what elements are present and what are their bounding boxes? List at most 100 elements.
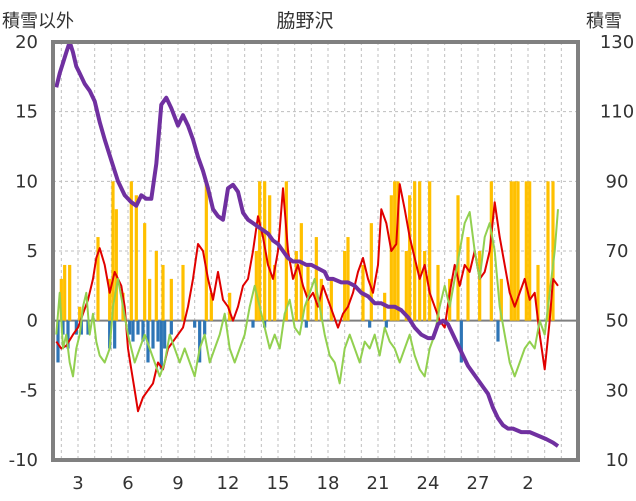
precip-bar xyxy=(299,223,303,321)
precip-bar xyxy=(536,264,540,321)
precip-bar xyxy=(528,181,532,321)
y-left-tick-label: 10 xyxy=(15,171,38,192)
precip-bar xyxy=(181,264,185,321)
precip-bar xyxy=(169,278,173,321)
plot-border xyxy=(51,40,580,462)
y-left-tick-label: 5 xyxy=(27,241,38,262)
x-tick-label: 12 xyxy=(217,473,240,494)
snow-change-bar xyxy=(384,320,388,328)
precip-bar xyxy=(161,264,165,321)
precip-bar xyxy=(436,264,440,321)
precip-bar xyxy=(404,251,408,321)
snow-change-bar xyxy=(198,320,202,363)
precip-bar xyxy=(546,181,550,321)
precip-bar xyxy=(114,209,118,321)
snow-change-bar xyxy=(156,320,160,342)
precip-bar xyxy=(346,237,350,321)
precip-bar xyxy=(111,181,115,321)
precip-bar xyxy=(499,278,503,321)
precip-bar xyxy=(524,181,528,321)
precip-bar xyxy=(148,278,152,321)
snow-change-bar xyxy=(193,320,197,328)
x-tick-label: 24 xyxy=(417,473,440,494)
snow-change-bar xyxy=(169,320,173,335)
precip-bar xyxy=(428,181,432,321)
precip-bar xyxy=(513,181,517,321)
precip-bar xyxy=(516,181,520,321)
precip-bar xyxy=(68,264,72,321)
precip-bar xyxy=(284,181,288,321)
snow-change-bar xyxy=(163,320,167,349)
snow-change-bar xyxy=(141,320,145,342)
snow-depth-line xyxy=(54,40,560,448)
precip-bar xyxy=(408,195,412,321)
chart-title: 脇野沢 xyxy=(276,10,333,32)
y-left-tick-label: 15 xyxy=(15,102,38,123)
precip-bar xyxy=(489,181,493,321)
precip-bar xyxy=(319,278,323,321)
snow-change-bar xyxy=(136,320,140,335)
plot-frame xyxy=(51,40,580,462)
precip-bar xyxy=(273,264,277,321)
snow-change-bar xyxy=(251,320,255,328)
y-right-axis-title: 積雪 xyxy=(586,11,622,32)
snow-change-bar xyxy=(159,320,163,370)
precip-bar xyxy=(343,251,347,321)
precip-bar xyxy=(154,251,158,321)
precip-bar xyxy=(396,181,400,321)
precip-bar xyxy=(228,292,232,321)
snow-change-bar xyxy=(131,320,135,342)
snow-change-bar xyxy=(151,320,155,349)
precip-bar xyxy=(393,181,397,321)
snow-change-bar xyxy=(66,320,70,349)
snow-change-bar xyxy=(86,320,90,335)
y-right-tick-labels: 10 30 50 70 90 110 130 xyxy=(600,32,634,471)
precip-bar xyxy=(129,181,133,321)
precip-bar xyxy=(204,181,208,321)
y-left-tick-label: 20 xyxy=(15,32,38,53)
y-left-axis-title: 積雪以外 xyxy=(2,11,74,32)
y-right-tick-label: 90 xyxy=(606,171,629,192)
y-right-tick-label: 50 xyxy=(606,311,629,332)
precip-bar xyxy=(306,264,310,321)
y-right-tick-label: 10 xyxy=(606,450,629,471)
precip-bar xyxy=(268,195,272,321)
precip-bar xyxy=(108,278,112,321)
y-right-tick-label: 30 xyxy=(606,380,629,401)
precip-bar xyxy=(329,278,333,321)
precip-bar xyxy=(78,306,82,321)
precip-bar xyxy=(96,237,100,321)
precip-bar xyxy=(143,223,147,321)
x-tick-label: 15 xyxy=(267,473,290,494)
snow-change-bar xyxy=(128,320,132,335)
precip-bar xyxy=(294,251,298,321)
precip-bar xyxy=(413,181,417,321)
precip-bar xyxy=(418,181,422,321)
snow-change-bar xyxy=(74,320,78,335)
snow-change-bar xyxy=(61,320,65,335)
snow-change-bar xyxy=(203,320,207,335)
precip-bar xyxy=(369,223,373,321)
precip-bar xyxy=(551,181,555,321)
y-left-tick-labels: -10 -5 0 5 10 15 20 xyxy=(9,32,38,471)
precip-bar xyxy=(254,251,258,321)
x-tick-label: 27 xyxy=(467,473,490,494)
y-right-tick-label: 130 xyxy=(600,32,634,53)
precip-bar xyxy=(423,251,427,321)
precip-bar xyxy=(63,264,67,321)
temp-min-line xyxy=(55,209,559,385)
precip-bar xyxy=(134,195,138,321)
snow-change-bar xyxy=(113,320,117,349)
precip-bar xyxy=(478,251,482,321)
snow-change-bar xyxy=(368,320,372,328)
x-tick-label: 6 xyxy=(122,473,133,494)
precip-bar xyxy=(209,292,213,321)
x-tick-label: 9 xyxy=(172,473,183,494)
snow-change-bar xyxy=(304,320,308,328)
precip-bar xyxy=(258,181,262,321)
precip-bar xyxy=(466,237,470,321)
snow-change-bar xyxy=(496,320,500,342)
y-right-tick-label: 110 xyxy=(600,102,634,123)
snow-change-bar xyxy=(459,320,463,363)
